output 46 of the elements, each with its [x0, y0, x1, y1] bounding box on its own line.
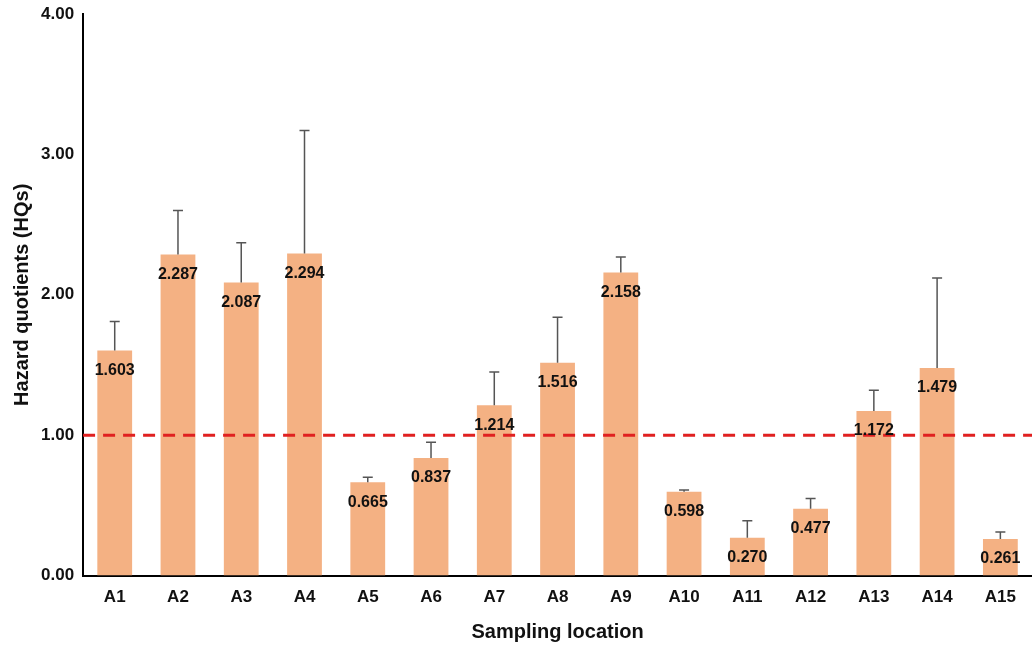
x-tick-label: A14 [921, 587, 954, 607]
x-tick-label: A4 [293, 587, 316, 607]
x-tick-label: A11 [732, 587, 763, 607]
x-tick-label: A3 [230, 587, 253, 607]
y-axis-title: Hazard quotients (HQs) [9, 183, 32, 406]
y-tick-label: 0.00 [40, 565, 75, 585]
bar [603, 272, 639, 576]
x-tick-label: A2 [167, 587, 189, 607]
data-label: 2.294 [284, 263, 325, 281]
data-label: 1.214 [474, 415, 515, 433]
bar [540, 362, 575, 576]
data-label: 1.516 [537, 373, 578, 391]
data-label: 0.261 [980, 549, 1021, 567]
bar [793, 508, 828, 576]
x-tick-label: A6 [420, 587, 442, 607]
x-tick-label: A7 [483, 587, 506, 607]
x-tick-label: A8 [546, 587, 569, 607]
data-label: 2.158 [600, 283, 641, 301]
data-label: 2.287 [157, 264, 199, 282]
data-label: 1.603 [94, 360, 135, 378]
y-tick-label: 4.00 [40, 3, 75, 23]
x-tick-label: A15 [984, 587, 1016, 607]
bar [350, 482, 386, 576]
x-tick-label: A10 [668, 587, 700, 607]
x-tick-label: A9 [609, 587, 632, 607]
x-tick-label: A1 [103, 587, 126, 607]
data-label: 0.837 [411, 468, 452, 486]
x-tick-label: A5 [356, 587, 379, 607]
data-label: 0.270 [727, 548, 768, 566]
bar [919, 367, 955, 576]
bar [97, 350, 133, 576]
y-tick-label: 2.00 [40, 284, 75, 304]
x-tick-label: A13 [858, 587, 890, 607]
x-tick-label: A12 [794, 587, 827, 607]
bar [160, 254, 196, 576]
data-label: 1.479 [917, 378, 958, 396]
data-label: 2.087 [221, 292, 262, 310]
data-label: 0.665 [347, 492, 388, 510]
data-label: 0.477 [790, 519, 831, 537]
bar [223, 282, 259, 576]
y-tick-label: 3.00 [40, 144, 75, 164]
y-tick-label: 1.00 [40, 424, 75, 444]
bar [856, 411, 892, 576]
bar [413, 458, 449, 576]
x-axis-title: Sampling location [471, 619, 644, 642]
data-label: 0.598 [664, 502, 705, 520]
